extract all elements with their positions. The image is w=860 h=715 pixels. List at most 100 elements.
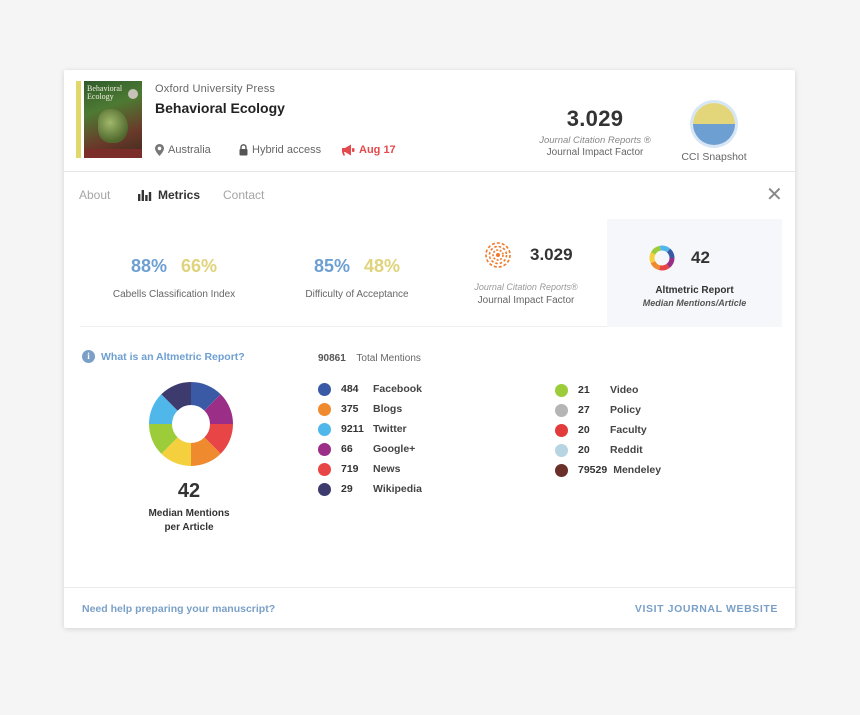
cover-badge bbox=[128, 89, 138, 99]
cover-band bbox=[84, 149, 142, 158]
list-item: 20 Reddit bbox=[555, 440, 661, 460]
source-count: 375 bbox=[341, 403, 359, 415]
altmetric-donut-graphic bbox=[149, 382, 233, 466]
total-mentions-label: Total Mentions bbox=[356, 353, 421, 364]
source-name: Wikipedia bbox=[373, 483, 422, 495]
altmetric-metric[interactable]: 42 Altmetric Report Median Mentions/Arti… bbox=[607, 219, 782, 327]
list-item: 27 Policy bbox=[555, 400, 661, 420]
total-mentions-value: 90861 bbox=[318, 353, 346, 364]
visit-journal-website-link[interactable]: VISIT JOURNAL WEBSITE bbox=[634, 603, 778, 615]
journal-cover: Behavioral Ecology bbox=[84, 81, 142, 158]
accent-bar bbox=[76, 81, 81, 158]
source-color-dot bbox=[318, 462, 331, 476]
journal-header: Behavioral Ecology Oxford University Pre… bbox=[64, 70, 795, 172]
location: Australia bbox=[155, 144, 211, 156]
impact-factor-value: 3.029 bbox=[566, 106, 624, 131]
source-color-dot bbox=[318, 402, 331, 416]
total-mentions: 90861 Total Mentions bbox=[318, 353, 421, 364]
jif-metric[interactable]: 3.029 Journal Citation Reports® Journal … bbox=[446, 219, 606, 327]
impact-factor-label: Journal Impact Factor bbox=[546, 147, 644, 158]
access-label: Hybrid access bbox=[252, 144, 322, 156]
list-item: 66 Google+ bbox=[318, 439, 422, 459]
altmetric-donut bbox=[146, 379, 236, 469]
source-count: 719 bbox=[341, 463, 359, 475]
median-caption-line-1: Median Mentions bbox=[148, 508, 230, 519]
altmetric-help-label: What is an Altmetric Report? bbox=[101, 350, 245, 363]
metrics-row: 88% 66% Cabells Classification Index 85%… bbox=[80, 219, 782, 327]
source-color-dot bbox=[555, 443, 568, 457]
source-name: Facebook bbox=[373, 383, 423, 395]
journal-title: Behavioral Ecology bbox=[155, 100, 285, 116]
altmetric-donut-icon bbox=[649, 245, 675, 271]
source-count: 29 bbox=[341, 483, 353, 495]
cci-yellow-value: 66% bbox=[181, 256, 218, 276]
altmetric-help-link[interactable]: i What is an Altmetric Report? bbox=[82, 350, 245, 363]
source-color-dot bbox=[318, 482, 331, 496]
tab-contact[interactable]: Contact bbox=[223, 188, 265, 202]
source-name: Blogs bbox=[373, 403, 403, 415]
source-count: 21 bbox=[578, 384, 590, 396]
source-count: 20 bbox=[578, 444, 590, 456]
info-icon: i bbox=[82, 350, 95, 363]
source-color-dot bbox=[555, 423, 568, 437]
list-item: 79529 Mendeley bbox=[555, 460, 661, 480]
doa-metric[interactable]: 85% 48% Difficulty of Acceptance bbox=[268, 219, 446, 327]
megaphone-icon bbox=[342, 144, 355, 156]
doa-caption: Difficulty of Acceptance bbox=[305, 289, 409, 300]
access-type: Hybrid access bbox=[239, 144, 321, 156]
source-color-dot bbox=[555, 463, 568, 477]
mention-sources-left: 484 Facebook 375 Blogs 9211 Twitter 66 Googl… bbox=[318, 379, 422, 499]
lock-icon bbox=[239, 144, 248, 156]
manuscript-help-link[interactable]: Need help preparing your manuscript? bbox=[82, 603, 276, 615]
bar-chart-icon bbox=[138, 190, 152, 201]
journal-card: Behavioral Ecology Oxford University Pre… bbox=[64, 70, 795, 628]
date-alert: Aug 17 bbox=[341, 144, 396, 156]
cci-metric[interactable]: 88% 66% Cabells Classification Index bbox=[80, 219, 268, 327]
date-label: Aug 17 bbox=[359, 144, 396, 156]
cci-caption: Cabells Classification Index bbox=[112, 289, 236, 300]
source-name: Twitter bbox=[373, 423, 407, 435]
jif-metric-value: 3.029 bbox=[530, 245, 573, 264]
source-color-dot bbox=[318, 442, 331, 456]
source-count: 484 bbox=[341, 383, 359, 395]
source-name: Video bbox=[610, 384, 639, 396]
tab-about[interactable]: About bbox=[79, 188, 111, 202]
list-item: 719 News bbox=[318, 459, 422, 479]
mention-sources-right: 21 Video 27 Policy 20 Faculty 20 Reddit 7952… bbox=[555, 380, 661, 480]
doa-blue-value: 85% bbox=[313, 256, 350, 276]
header-impact-factor: 3.029 Journal Citation Reports ® Journal… bbox=[520, 106, 670, 158]
median-mentions-value: 42 bbox=[177, 480, 201, 502]
cci-snapshot[interactable]: CCI Snapshot bbox=[667, 103, 761, 163]
source-count: 20 bbox=[578, 424, 590, 436]
close-icon[interactable]: ✕ bbox=[766, 184, 783, 206]
card-footer: Need help preparing your manuscript? VIS… bbox=[64, 587, 795, 628]
source-color-dot bbox=[318, 382, 331, 396]
source-count: 79529 bbox=[578, 464, 608, 476]
source-name: Google+ bbox=[373, 443, 416, 455]
source-color-dot bbox=[555, 403, 568, 417]
source-count: 9211 bbox=[341, 423, 364, 435]
list-item: 375 Blogs bbox=[318, 399, 422, 419]
list-item: 21 Video bbox=[555, 380, 661, 400]
source-color-dot bbox=[555, 383, 568, 397]
tab-bar: About Metrics Contact ✕ bbox=[64, 172, 795, 217]
cci-snapshot-icon[interactable] bbox=[693, 103, 735, 145]
list-item: 20 Faculty bbox=[555, 420, 661, 440]
list-item: 9211 Twitter bbox=[318, 419, 422, 439]
source-count: 66 bbox=[341, 443, 353, 455]
source-name: News bbox=[373, 463, 401, 475]
list-item: 484 Facebook bbox=[318, 379, 422, 399]
clarivate-logo-icon bbox=[485, 242, 511, 268]
altmetric-metric-subtitle: Median Mentions/Article bbox=[642, 298, 747, 308]
source-name: Faculty bbox=[610, 424, 647, 436]
list-item: 29 Wikipedia bbox=[318, 479, 422, 499]
source-name: Reddit bbox=[610, 444, 643, 456]
median-mentions-caption: Median Mentions per Article bbox=[128, 507, 250, 535]
cover-title: Behavioral Ecology bbox=[87, 84, 123, 101]
altmetric-metric-value: 42 bbox=[691, 248, 710, 267]
jif-metric-label: Journal Impact Factor bbox=[477, 295, 575, 306]
doa-yellow-value: 48% bbox=[364, 256, 401, 276]
source-name: Mendeley bbox=[613, 464, 662, 476]
source-count: 27 bbox=[578, 404, 590, 416]
tab-metrics[interactable]: Metrics bbox=[138, 188, 200, 202]
